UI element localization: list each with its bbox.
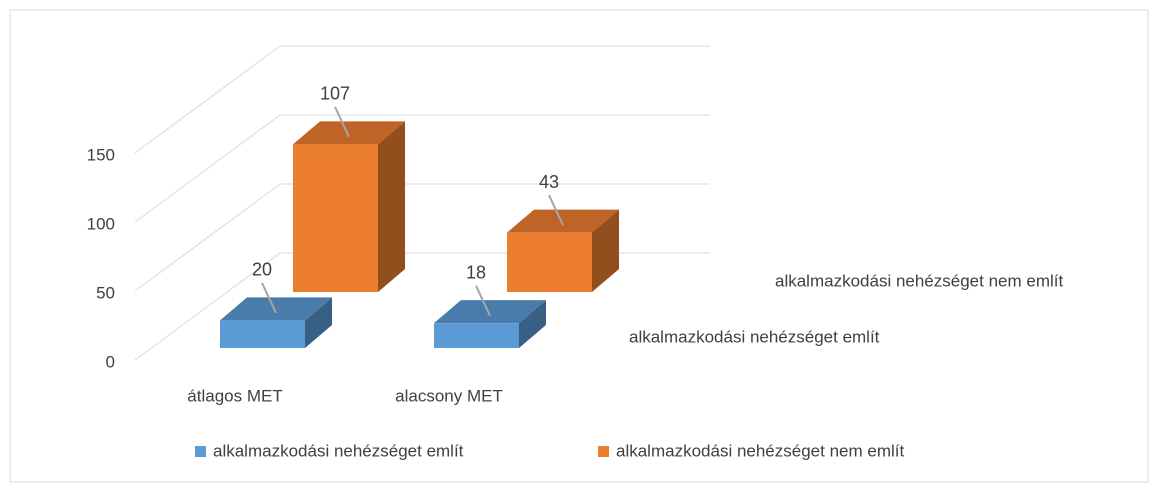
series-axis-label: alkalmazkodási nehézséget említ (629, 327, 880, 346)
bar-top (293, 121, 405, 145)
bar-top (507, 209, 619, 233)
y-tick-label: 150 (87, 145, 115, 164)
data-label-leader (548, 194, 564, 226)
bar (434, 323, 519, 348)
bar-side (378, 121, 405, 292)
series-axis-label: alkalmazkodási nehézséget nem említ (775, 271, 1063, 290)
grid-line-side (134, 45, 281, 154)
y-tick-label: 0 (106, 352, 115, 371)
chart-border (9, 9, 1149, 483)
bar-top (434, 300, 546, 324)
data-label: 18 (466, 262, 486, 282)
bar-side (592, 209, 619, 292)
bar (293, 144, 378, 292)
legend-swatch (195, 446, 206, 457)
y-tick-label: 100 (87, 214, 115, 233)
data-label: 20 (252, 260, 272, 280)
data-label-leader (334, 106, 350, 138)
grid-line-side (134, 252, 281, 361)
data-label: 107 (320, 84, 350, 104)
legend-swatch (598, 446, 609, 457)
y-tick-label: 50 (96, 283, 115, 302)
data-label: 43 (539, 172, 559, 192)
bar (507, 232, 592, 292)
legend-label: alkalmazkodási nehézséget említ (213, 441, 464, 460)
grid-line-side (134, 114, 281, 223)
x-tick-label: alacsony MET (395, 386, 503, 405)
data-label-leader (261, 282, 277, 314)
data-label-leader (475, 285, 491, 317)
bar-top (220, 297, 332, 321)
x-tick-label: átlagos MET (187, 386, 282, 405)
bar (220, 320, 305, 348)
grid-line-side (134, 183, 281, 292)
bar-side (519, 300, 546, 348)
legend-label: alkalmazkodási nehézséget nem említ (616, 441, 904, 460)
bar-side (305, 297, 332, 348)
